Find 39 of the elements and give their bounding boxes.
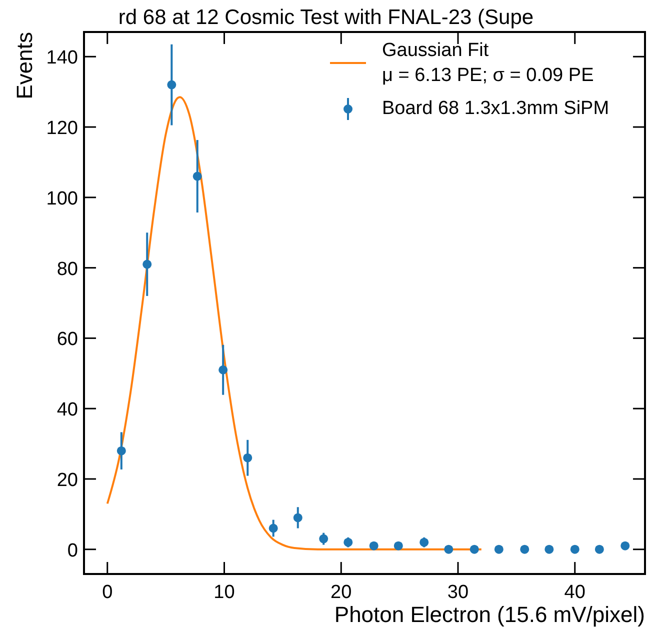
point: [192, 172, 202, 181]
point: [243, 453, 252, 462]
point: [420, 538, 429, 547]
point: [444, 544, 454, 554]
y-tick-label: 140: [46, 48, 78, 69]
y-tick-label: 80: [56, 258, 78, 280]
point: [167, 80, 176, 90]
x-axis-title: Photon Electron (15.6 mV/pixel): [334, 602, 645, 627]
point: [293, 513, 302, 522]
x-tick-label: 20: [330, 582, 352, 603]
x-tick-label: 0: [102, 582, 113, 603]
y-tick-label: 60: [56, 329, 78, 350]
point: [344, 538, 353, 547]
x-tick-label: 40: [564, 582, 586, 603]
point: [494, 544, 504, 554]
point: [594, 544, 604, 554]
y-axis-title: Events: [12, 32, 37, 100]
point: [520, 544, 530, 554]
y-tick-label: 20: [56, 470, 78, 491]
point: [142, 260, 152, 269]
point: [394, 541, 403, 550]
legend-label: Gaussian Fit μ = 6.13 PE; σ = 0.09 PE: [382, 40, 594, 86]
point: [544, 544, 554, 554]
point: [470, 544, 479, 554]
point: [319, 534, 328, 544]
point: [620, 541, 630, 550]
point: [116, 446, 126, 456]
point: [570, 544, 580, 554]
chart-title: rd 68 at 12 Cosmic Test with FNAL-23 (Supe: [118, 6, 534, 29]
legend-label: Board 68 1.3x1.3mm SiPM: [382, 98, 610, 119]
point: [369, 541, 378, 550]
y-tick-label: 120: [46, 118, 78, 140]
x-tick-label: 30: [447, 582, 469, 603]
y-tick-label: 100: [46, 188, 78, 210]
point: [218, 365, 228, 374]
x-tick-label: 10: [214, 582, 235, 603]
y-tick-label: 0: [67, 540, 78, 562]
point: [268, 524, 278, 533]
y-tick-label: 40: [56, 400, 78, 421]
